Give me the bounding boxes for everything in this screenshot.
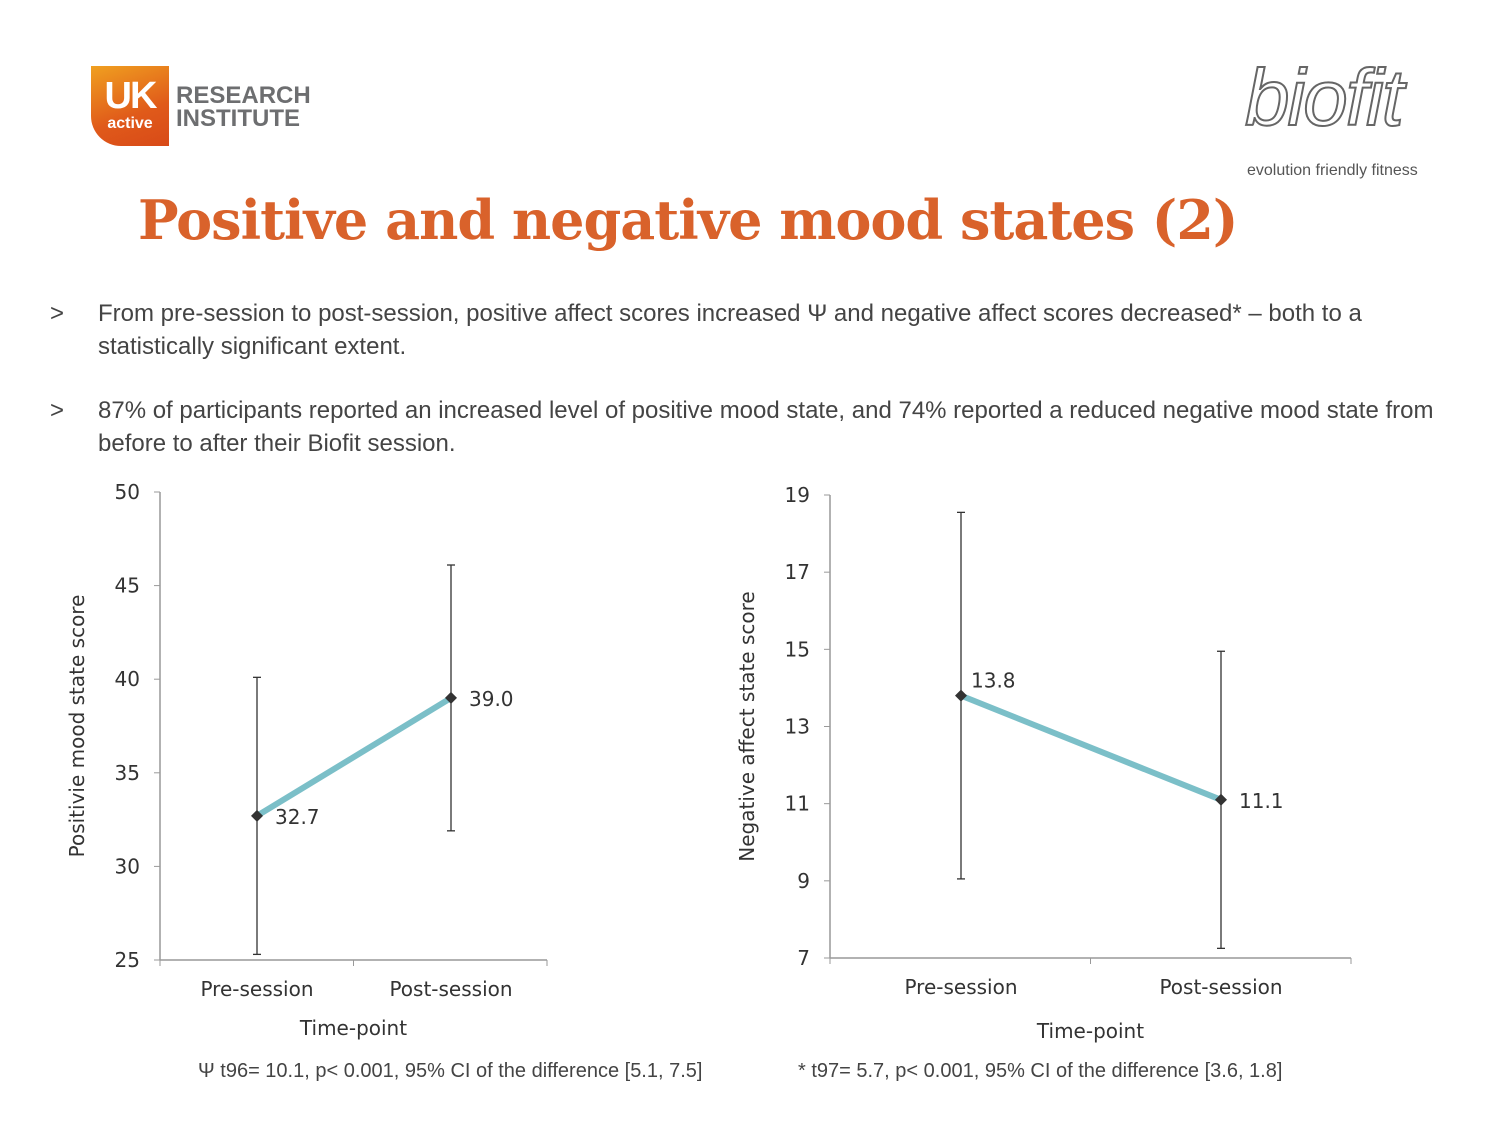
x-tick-label: Post-session <box>389 977 512 1001</box>
x-tick-label: Pre-session <box>200 977 313 1001</box>
data-point <box>251 809 263 822</box>
x-axis-label: Time-point <box>1036 1019 1144 1043</box>
logo-active-text: active <box>107 115 153 132</box>
y-tick-label: 50 <box>115 480 140 504</box>
x-tick-label: Pre-session <box>904 975 1017 999</box>
data-label: 13.8 <box>971 669 1016 693</box>
bullet-1: > From pre-session to post-session, posi… <box>50 297 1460 363</box>
y-tick-label: 30 <box>115 854 140 878</box>
logo-line1: RESEARCH <box>176 82 311 109</box>
bullet-marker: > <box>50 397 65 424</box>
footnote-left: Ψ t96= 10.1, p< 0.001, 95% CI of the dif… <box>198 1060 703 1082</box>
y-tick-label: 11 <box>785 792 810 816</box>
y-tick-label: 40 <box>115 667 140 691</box>
logo-line2: INSTITUTE <box>176 105 300 132</box>
data-point <box>1215 793 1227 806</box>
y-tick-label: 15 <box>785 637 810 661</box>
footnote-right: * t97= 5.7, p< 0.001, 95% CI of the diff… <box>798 1060 1283 1082</box>
y-axis-label: Positivie mood state score <box>65 595 89 858</box>
y-tick-label: 45 <box>115 574 140 598</box>
data-point <box>955 689 967 702</box>
data-label: 32.7 <box>275 805 320 829</box>
y-tick-label: 9 <box>797 869 810 893</box>
series-line <box>958 692 1224 803</box>
bullet-text: 87% of participants reported an increase… <box>98 397 1434 457</box>
biofit-logo: biofit <box>1244 52 1405 143</box>
y-tick-label: 35 <box>115 761 140 785</box>
y-tick-label: 7 <box>797 946 810 970</box>
x-tick-label: Post-session <box>1159 975 1282 999</box>
x-axis-label: Time-point <box>299 1016 407 1040</box>
y-tick-label: 25 <box>115 948 140 972</box>
y-tick-label: 19 <box>785 483 810 507</box>
bullet-2: > 87% of participants reported an increa… <box>50 394 1460 460</box>
ukactive-logo: UK active <box>91 66 169 146</box>
research-institute-text: RESEARCH INSTITUTE <box>176 82 311 132</box>
data-label: 11.1 <box>1239 789 1284 813</box>
series-line <box>254 694 454 819</box>
logo-uk-text: UK <box>104 75 158 117</box>
biofit-tagline: evolution friendly fitness <box>1247 162 1418 179</box>
y-axis-label: Negative affect state score <box>735 591 759 861</box>
data-point <box>445 691 457 704</box>
y-tick-label: 17 <box>785 560 810 584</box>
y-tick-label: 13 <box>785 715 810 739</box>
bullet-text: From pre-session to post-session, positi… <box>98 300 1362 360</box>
data-label: 39.0 <box>469 687 514 711</box>
page-title: Positive and negative mood states (2) <box>138 188 1238 252</box>
bullet-marker: > <box>50 300 65 327</box>
